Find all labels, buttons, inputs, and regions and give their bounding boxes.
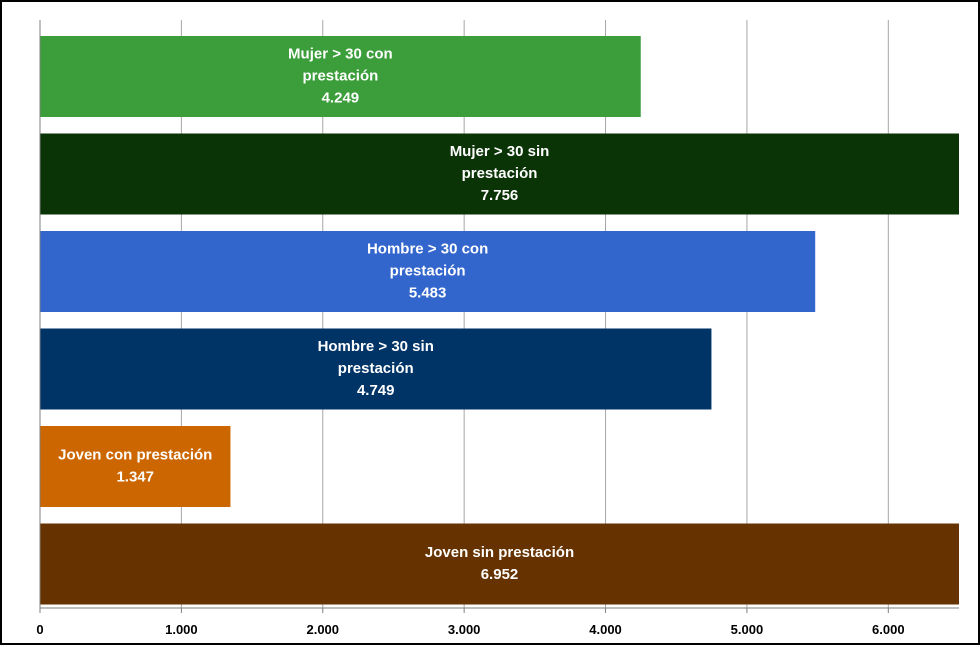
bar-category-label: prestación [338,360,414,377]
bar-label: Hombre > 30 con prestación 5.483 [367,240,488,301]
bar-category-label: prestación [462,165,538,182]
x-tick-label: 3.000 [448,622,481,637]
x-tick-label: 2.000 [306,622,339,637]
bar-label: Joven con prestación 1.347 [58,446,212,485]
bar-label: Mujer > 30 sin prestación 7.756 [450,143,550,204]
bar-category-label: Hombre > 30 sin [318,338,434,355]
bar-category-label: Joven sin prestación [425,544,574,561]
bar-category-label: Mujer > 30 con [288,45,393,62]
x-tick-label: 5.000 [731,622,764,637]
bar [40,426,231,507]
bar-label: Hombre > 30 sin prestación 4.749 [318,338,434,399]
bar-category-label: prestación [302,67,378,84]
bar-value-label: 6.952 [481,566,519,583]
bar-category-label: Joven con prestación [58,446,212,463]
x-tick-label: 1.000 [165,622,198,637]
bar-label: Joven sin prestación 6.952 [425,544,574,583]
x-tick-label: 0 [36,622,43,637]
bar-value-label: 4.249 [322,89,360,106]
bar-category-label: prestación [390,262,466,279]
bar-label: Mujer > 30 con prestación 4.249 [288,45,393,106]
x-tick-label: 6.000 [872,622,905,637]
bar [40,36,641,117]
bar-category-label: Mujer > 30 sin [450,143,550,160]
x-tick-label: 4.000 [589,622,622,637]
bar [40,133,959,215]
bar-value-label: 5.483 [409,284,447,301]
bar-value-label: 7.756 [481,187,519,204]
bar-value-label: 4.749 [357,382,395,399]
bar [40,328,712,410]
bar-category-label: Hombre > 30 con [367,240,488,257]
bar [40,523,959,605]
bar [40,231,816,312]
bar-value-label: 1.347 [116,468,154,485]
